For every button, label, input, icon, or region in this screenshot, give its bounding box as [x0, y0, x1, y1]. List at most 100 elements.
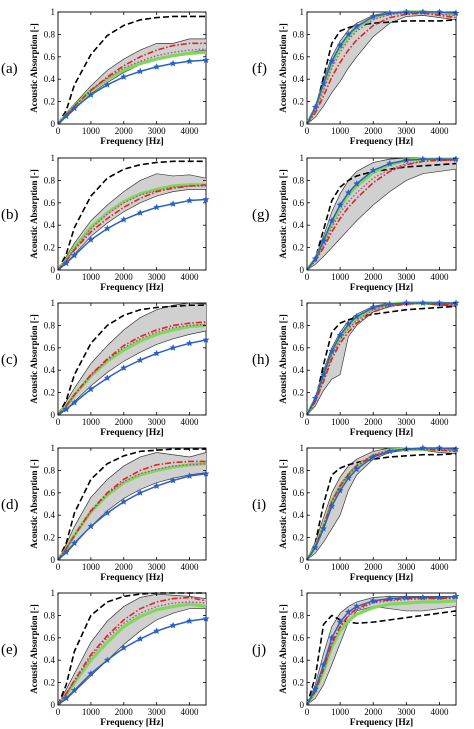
x-tick-label: 1000 [331, 126, 350, 136]
y-tick-label: 1 [300, 7, 305, 17]
panel-letter: (d) [1, 497, 19, 513]
chart-panel-h: 0 0.2 0.4 0.6 0.8 1 0 1000 2000 3000 4000 Frequency… [252, 298, 460, 438]
series-magenta-dotted [57, 323, 207, 416]
series-point-star [62, 694, 70, 702]
series-point-star [103, 656, 111, 664]
y-axis-title: Acoustic Absorption [-] [29, 459, 39, 549]
y-tick-label: 0 [51, 555, 56, 565]
series-point-star [336, 618, 344, 626]
series-point-star [70, 104, 78, 112]
x-tick-label: 1000 [331, 417, 350, 427]
y-tick-label: 1 [51, 298, 56, 308]
series-point-star [186, 617, 194, 625]
measurement-band [58, 38, 206, 124]
x-tick-label: 4000 [430, 417, 449, 427]
series-point-star [87, 91, 95, 98]
series-point-star [353, 465, 361, 473]
x-axis-title: Frequency [Hz] [350, 137, 413, 147]
measurement-band-lower [306, 606, 457, 706]
x-tick-label: 2000 [115, 417, 134, 427]
series-point-star [120, 73, 128, 80]
series-point-star [320, 524, 328, 532]
series-point-star [169, 344, 177, 351]
series-magenta-dotted [306, 159, 456, 271]
y-tick-label: 1 [51, 153, 56, 163]
series-point-star [169, 59, 177, 67]
y-tick-label: 0 [300, 700, 305, 710]
y-tick-label: 0.6 [44, 343, 56, 353]
series-point-star [344, 474, 352, 482]
y-tick-label: 0.8 [293, 610, 305, 620]
panel-letter: (g) [252, 207, 270, 223]
chart-panel-a: 0 0.2 0.4 0.6 0.8 1 0 1000 2000 3000 4000 Frequency… [1, 7, 210, 147]
series-point-star [136, 635, 144, 642]
x-tick-label: 2000 [364, 272, 383, 282]
x-tick-label: 4000 [430, 126, 449, 136]
y-tick-label: 0.4 [293, 365, 305, 375]
series-black-dashed [57, 304, 206, 416]
y-tick-label: 0.6 [293, 343, 305, 353]
y-tick-label: 0.4 [44, 365, 56, 375]
x-tick-label: 4000 [181, 562, 200, 572]
panel-letter: (b) [1, 207, 19, 223]
series-green [56, 183, 206, 272]
x-tick-label: 3000 [397, 126, 416, 136]
y-tick-label: 0.2 [293, 533, 304, 543]
y-tick-label: 1 [51, 443, 56, 453]
chart-panel-i: 0 0.2 0.4 0.6 0.8 1 0 1000 2000 3000 4000 Frequency… [252, 443, 460, 583]
series-black-dashed [306, 610, 457, 706]
series-point-star [311, 543, 319, 551]
x-tick-label: 2000 [115, 272, 134, 282]
series-point-star [328, 57, 336, 65]
y-tick-label: 0.4 [44, 220, 56, 230]
y-tick-label: 0.8 [44, 29, 56, 39]
series-point-star [336, 486, 344, 494]
series-point-star [369, 303, 377, 311]
x-tick-label: 0 [56, 126, 61, 136]
series-point-star [311, 255, 319, 262]
series-point-star [353, 312, 361, 320]
y-axis-title: Acoustic Absorption [-] [29, 604, 39, 694]
series-red-dashdot [57, 460, 206, 561]
y-tick-label: 1 [51, 7, 56, 17]
y-tick-label: 0.6 [44, 633, 56, 643]
series-point-star [369, 597, 377, 604]
y-tick-label: 0.2 [44, 533, 55, 543]
y-tick-label: 0.6 [293, 488, 305, 498]
x-tick-label: 0 [305, 562, 310, 572]
series-point-star [328, 502, 336, 510]
y-tick-label: 0.2 [44, 243, 55, 253]
series-point-star [186, 196, 194, 204]
series-point-star [419, 593, 427, 601]
y-tick-label: 0.4 [293, 510, 305, 520]
series-point-star [435, 593, 443, 601]
y-tick-label: 1 [300, 443, 305, 453]
series-point-star [186, 57, 194, 65]
series-black-dashed [57, 15, 206, 125]
series-point-star [311, 685, 319, 693]
series-point-star [344, 30, 352, 38]
series-point-star [369, 453, 377, 460]
series-point-star [336, 41, 344, 49]
series-black-dashed [57, 592, 206, 706]
series-point-star [311, 394, 319, 402]
x-axis-title: Frequency [Hz] [100, 573, 163, 583]
y-tick-label: 0.6 [44, 52, 56, 62]
series-point-star [202, 56, 210, 64]
x-tick-label: 2000 [364, 707, 383, 717]
x-tick-label: 1000 [331, 707, 350, 717]
y-tick-label: 0.8 [44, 175, 56, 185]
y-axis-title: Acoustic Absorption [-] [29, 169, 39, 259]
series-point-star [120, 215, 128, 223]
x-tick-label: 3000 [148, 707, 167, 717]
series-point-star [153, 63, 161, 70]
series-point-star [202, 470, 210, 477]
series-point-star [402, 593, 410, 601]
x-tick-label: 4000 [181, 707, 200, 717]
chart-panel-b: 0 0.2 0.4 0.6 0.8 1 0 1000 2000 3000 4000 Frequency… [1, 153, 210, 293]
series-point-star [386, 300, 394, 308]
x-axis-title: Frequency [Hz] [350, 718, 413, 728]
x-tick-label: 2000 [364, 126, 383, 136]
y-tick-label: 1 [300, 298, 305, 308]
x-tick-label: 3000 [148, 126, 167, 136]
